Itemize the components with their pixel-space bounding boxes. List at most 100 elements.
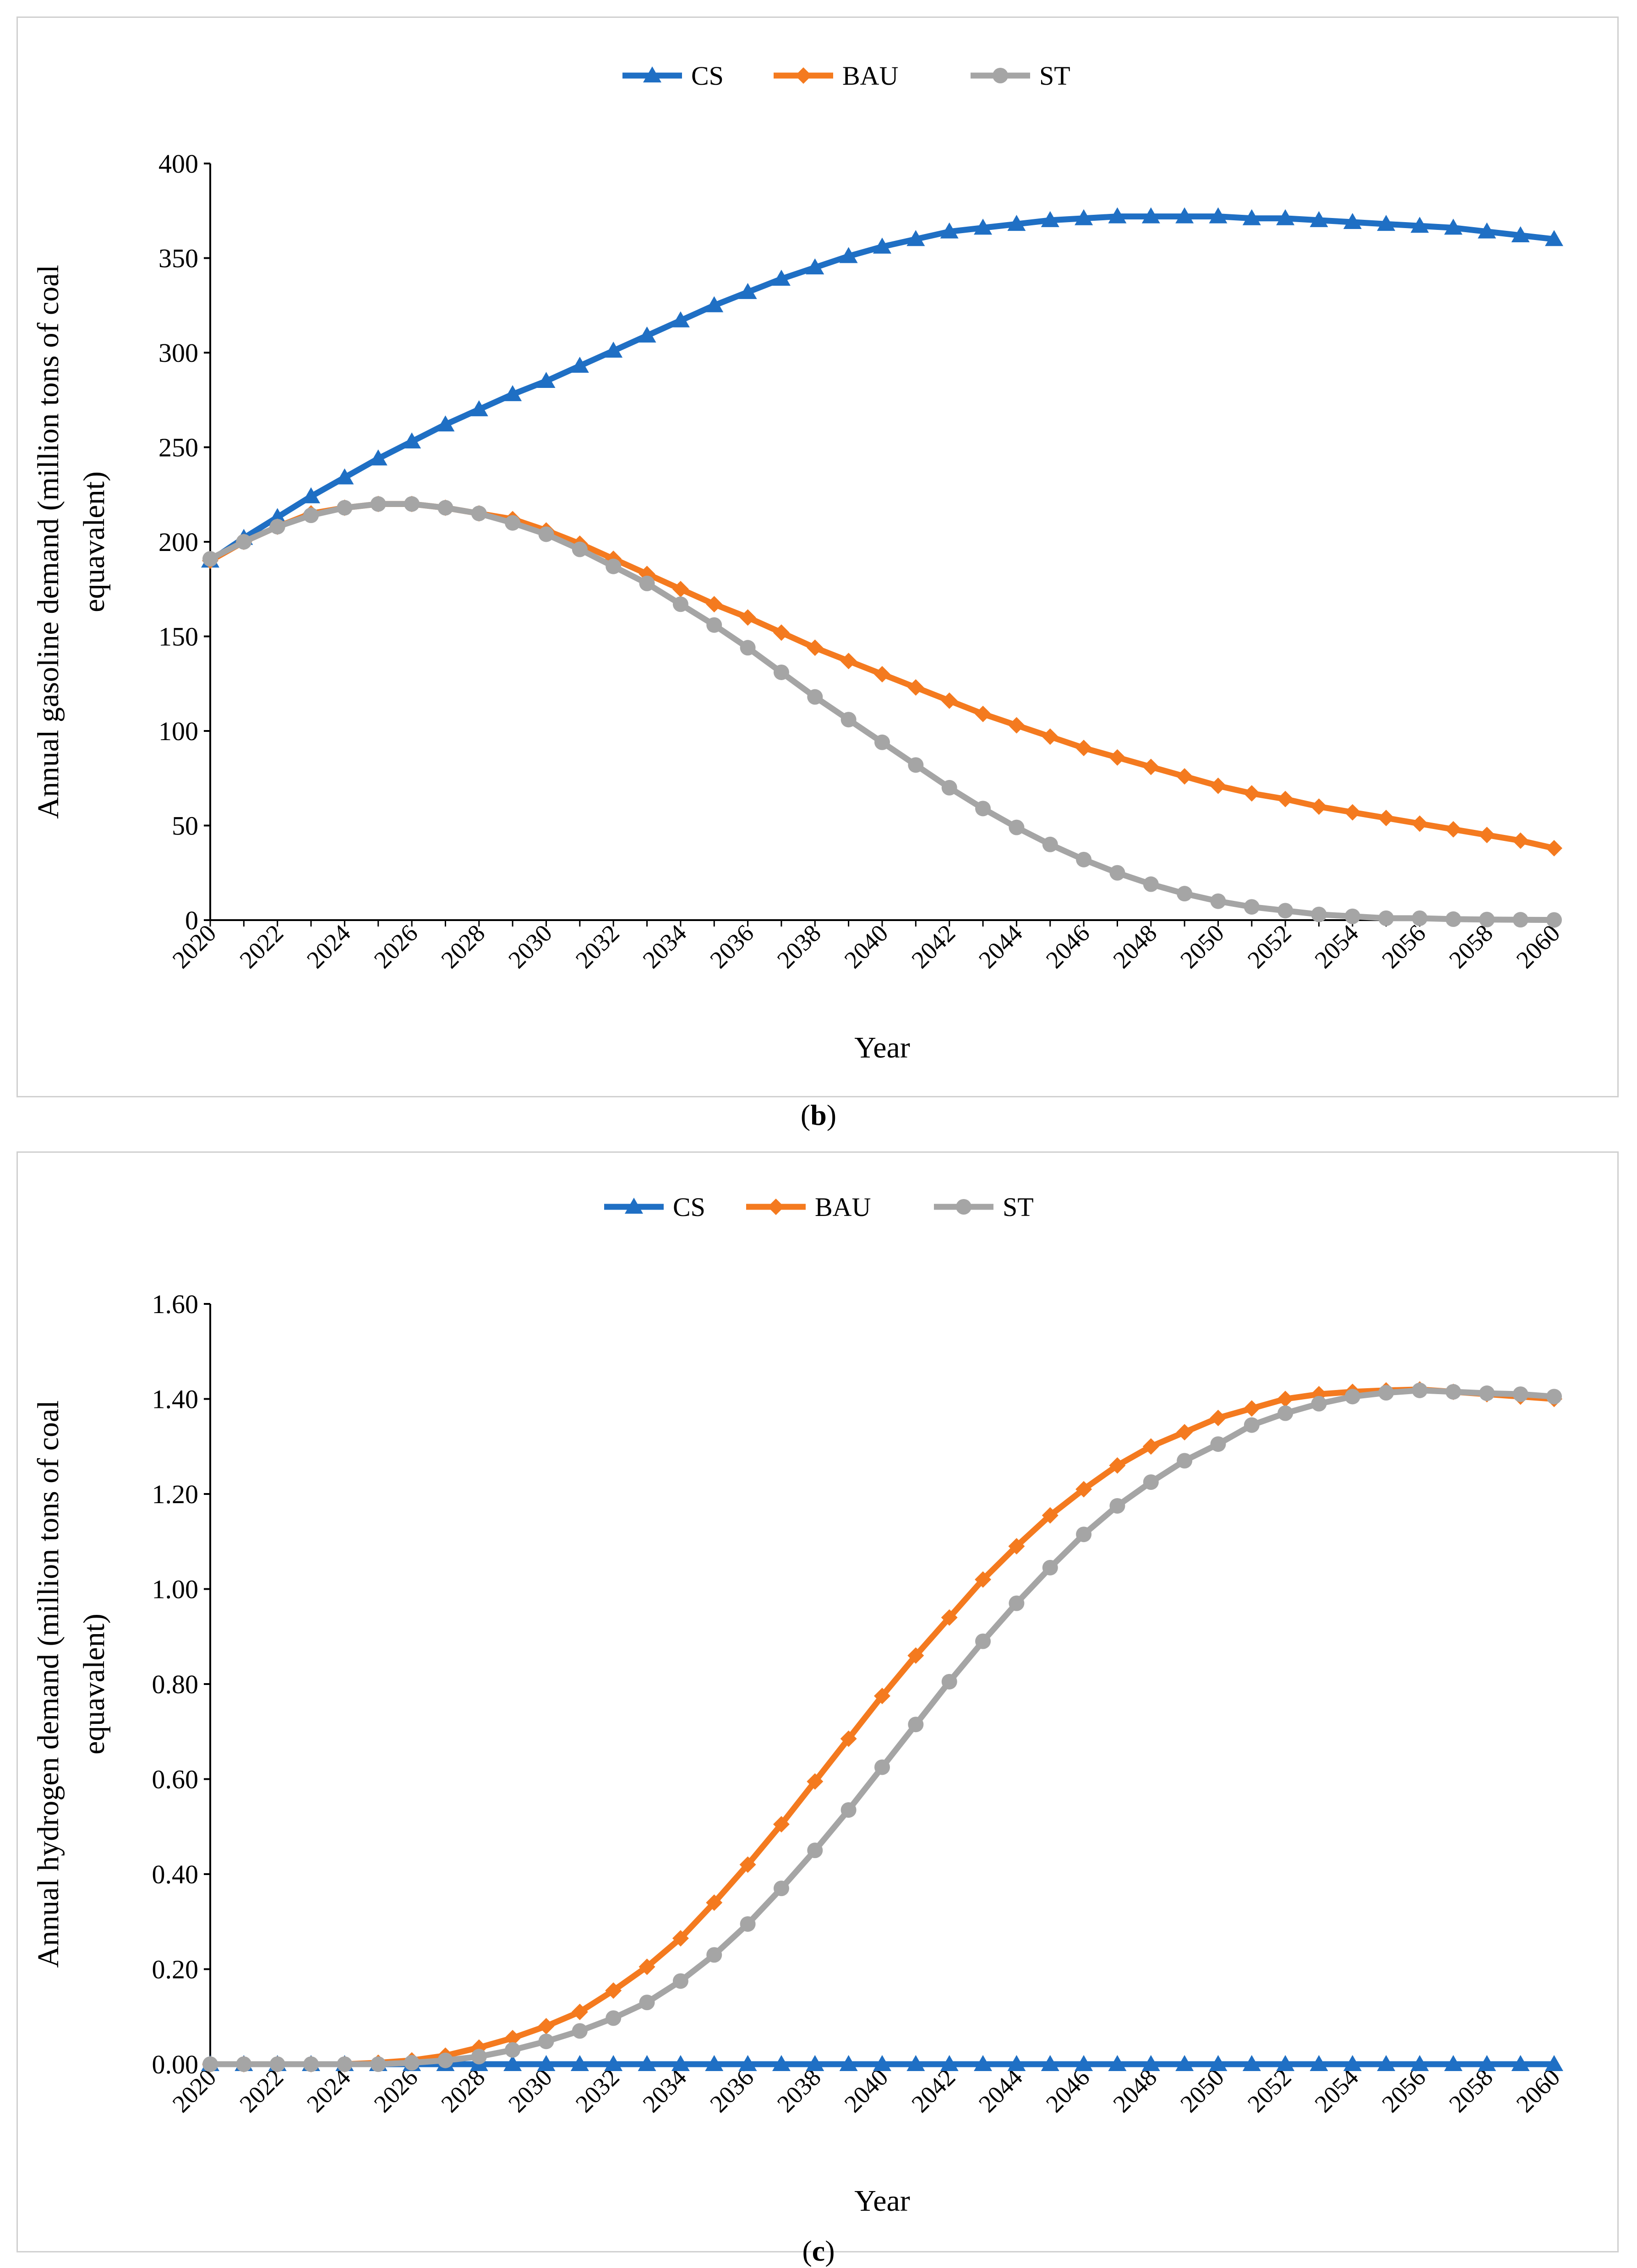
x-tick-label: 2034 xyxy=(638,919,692,974)
data-point-bau xyxy=(1210,777,1227,794)
x-tick-label: 2050 xyxy=(1175,2063,1229,2118)
chart-panel-b: CS BAU ST 0 50 100 150 200 250 300 350 400 2020 2022 2… xyxy=(16,16,1619,1097)
data-point-bau xyxy=(1445,821,1462,838)
data-point-bau xyxy=(1042,728,1059,745)
caption-c: (c) xyxy=(802,2235,835,2267)
x-tick-label: 2020 xyxy=(167,919,222,974)
data-point-cs xyxy=(1276,209,1295,225)
data-point-bau xyxy=(907,679,924,696)
y-tick-label: 0.60 xyxy=(152,1765,199,1794)
y-tick-label: 1.00 xyxy=(152,1575,199,1604)
data-point-st xyxy=(1009,819,1025,835)
data-point-bau xyxy=(504,2029,521,2046)
data-point-cs xyxy=(1310,2055,1328,2071)
y-axis-title-line2: equavalent) xyxy=(77,471,111,612)
y-tick-label: 350 xyxy=(158,244,198,273)
data-point-st xyxy=(1177,886,1193,902)
y-tick-label: 200 xyxy=(158,527,198,557)
x-tick-label: 2032 xyxy=(570,919,625,974)
data-point-cs xyxy=(1545,230,1563,246)
x-tick-label: 2022 xyxy=(234,919,289,974)
data-point-bau xyxy=(1042,1507,1059,1524)
data-point-cs xyxy=(772,2055,791,2071)
data-point-cs xyxy=(1041,2055,1059,2071)
data-point-cs xyxy=(1007,215,1026,231)
data-point-bau xyxy=(1378,809,1395,826)
data-point-cs xyxy=(335,468,354,485)
data-point-bau xyxy=(1411,815,1428,832)
data-point-cs xyxy=(974,2055,993,2071)
data-point-bau xyxy=(1243,1400,1260,1417)
data-point-cs xyxy=(1377,215,1396,231)
data-point-st xyxy=(437,500,453,516)
data-point-bau xyxy=(1344,804,1361,821)
data-point-st xyxy=(1512,1386,1528,1402)
x-tick-label: 2046 xyxy=(1041,919,1095,974)
legend-label-st: ST xyxy=(1003,1192,1034,1222)
data-point-cs xyxy=(671,2055,690,2071)
y-tick-label: 1.20 xyxy=(152,1479,199,1509)
data-point-st xyxy=(404,2055,420,2071)
data-point-cs xyxy=(839,247,858,263)
data-point-cs xyxy=(1075,2055,1093,2071)
data-point-st xyxy=(236,534,252,550)
data-point-bau xyxy=(739,609,756,626)
series-line-bau xyxy=(210,1386,1555,2067)
data-point-cs xyxy=(638,2055,656,2071)
x-axis-title: Year xyxy=(854,1031,910,1064)
data-point-st xyxy=(337,2056,353,2072)
data-point-st xyxy=(505,515,521,531)
legend-marker-st xyxy=(956,1199,971,1215)
data-point-cs xyxy=(1410,2055,1429,2071)
data-point-bau xyxy=(1008,717,1025,734)
data-point-st xyxy=(1042,1559,1058,1576)
series-line-st xyxy=(210,1387,1555,2067)
data-point-cs xyxy=(1444,218,1462,235)
data-point-st xyxy=(706,617,722,633)
data-point-st xyxy=(606,2010,622,2026)
data-point-cs xyxy=(1108,2055,1127,2071)
data-point-bau xyxy=(1176,768,1193,785)
data-point-st xyxy=(1512,912,1528,928)
data-point-bau xyxy=(571,2003,588,2020)
data-point-bau xyxy=(1075,1481,1092,1498)
y-axis-title-line2: equavalent) xyxy=(77,1614,111,1755)
data-point-bau xyxy=(706,1894,723,1911)
data-point-st xyxy=(975,801,991,817)
x-axis-title: Year xyxy=(854,2184,910,2218)
data-point-st xyxy=(1042,836,1058,852)
data-point-st xyxy=(1445,1384,1461,1400)
y-tick-label: 0.20 xyxy=(152,1955,199,1984)
data-point-st xyxy=(1546,912,1562,928)
data-point-cs xyxy=(1410,217,1429,233)
data-point-cs xyxy=(1175,2055,1194,2071)
y-tick-label: 250 xyxy=(158,433,198,463)
data-point-st xyxy=(337,500,353,516)
data-point-st xyxy=(370,496,386,512)
data-point-bau xyxy=(1277,791,1294,807)
data-point-cs xyxy=(772,269,791,286)
data-point-cs xyxy=(570,2055,589,2071)
data-point-st xyxy=(269,518,285,534)
data-point-st xyxy=(1009,1595,1025,1611)
data-point-bau xyxy=(975,1571,992,1588)
legend-label-bau: BAU xyxy=(815,1192,871,1222)
data-point-st xyxy=(303,507,319,523)
data-point-st xyxy=(471,2049,487,2065)
data-point-st xyxy=(1311,1396,1327,1412)
x-tick-label: 2036 xyxy=(704,919,759,974)
data-point-st xyxy=(1076,851,1092,867)
y-tick-label: 100 xyxy=(158,716,198,746)
y-tick-label: 150 xyxy=(158,622,198,652)
data-point-cs xyxy=(436,415,455,431)
data-point-cs xyxy=(1175,207,1194,224)
legend-marker-cs xyxy=(625,1198,643,1214)
data-point-st xyxy=(840,712,857,728)
data-point-st xyxy=(269,2056,285,2072)
data-point-st xyxy=(572,2023,588,2039)
data-point-bau xyxy=(874,666,890,683)
data-point-st xyxy=(1445,911,1461,927)
legend-label-st: ST xyxy=(1039,61,1070,91)
data-point-st xyxy=(1244,1417,1260,1433)
